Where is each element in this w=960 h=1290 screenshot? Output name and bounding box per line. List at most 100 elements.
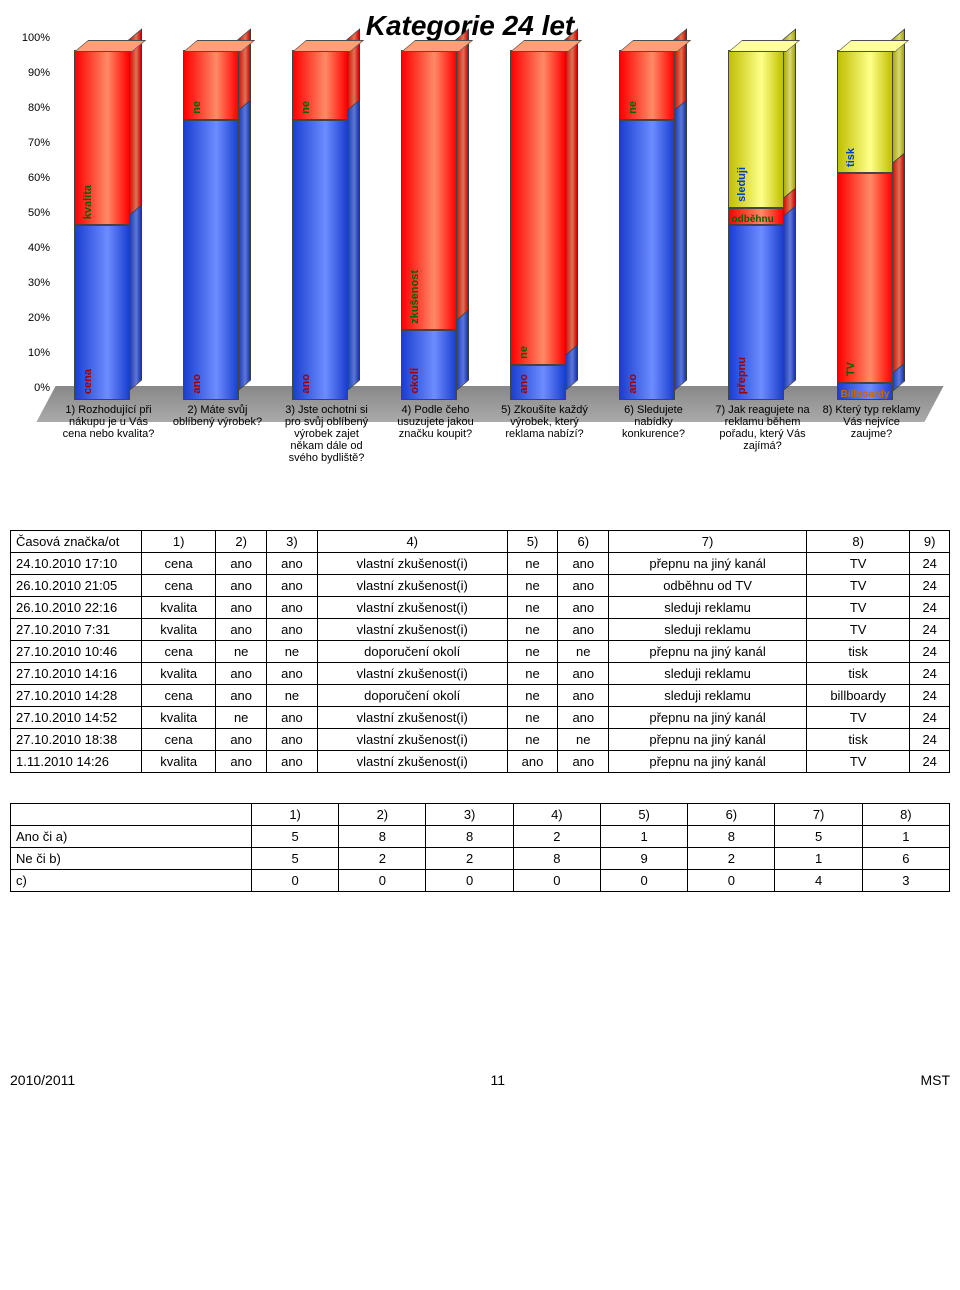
bar: ano ne xyxy=(619,50,689,400)
cell: vlastní zkušenost(i) xyxy=(317,619,507,641)
col-header: 8) xyxy=(862,804,949,826)
cell: 24 xyxy=(910,619,950,641)
bar-segment: ano xyxy=(183,120,239,400)
col-header: 6) xyxy=(688,804,775,826)
cell: 0 xyxy=(251,870,338,892)
data-table-2: 1)2)3)4)5)6)7)8)Ano či a)58821851Ne či b… xyxy=(10,803,950,892)
cell: vlastní zkušenost(i) xyxy=(317,707,507,729)
y-tick: 0% xyxy=(34,382,50,394)
cell: 1 xyxy=(862,826,949,848)
col-header: 6) xyxy=(558,531,609,553)
table-row: Ano či a)58821851 xyxy=(11,826,950,848)
bar-segment: tisk xyxy=(837,50,893,173)
cell: 27.10.2010 10:46 xyxy=(11,641,142,663)
footer-right: MST xyxy=(920,1072,950,1088)
cell: 1.11.2010 14:26 xyxy=(11,751,142,773)
col-header: 3) xyxy=(267,531,318,553)
cell: 24 xyxy=(910,729,950,751)
cell: 24 xyxy=(910,663,950,685)
cell: ne xyxy=(267,685,318,707)
cell: c) xyxy=(11,870,252,892)
col-header: 7) xyxy=(775,804,862,826)
cell: 4 xyxy=(775,870,862,892)
x-axis-label: 8) Který typ reklamy Vás nejvíce zaujme? xyxy=(822,404,922,490)
cell: ano xyxy=(558,575,609,597)
cell: 2 xyxy=(426,848,513,870)
footer-left: 2010/2011 xyxy=(10,1072,75,1088)
x-axis-label: 5) Zkoušíte každý výrobek, který reklama… xyxy=(495,404,595,490)
col-header: 1) xyxy=(251,804,338,826)
cell: ano xyxy=(558,663,609,685)
cell: kvalita xyxy=(142,751,216,773)
col-header: 4) xyxy=(513,804,600,826)
segment-label: ne xyxy=(518,346,530,359)
table-row: 27.10.2010 18:38cenaanoanovlastní zkušen… xyxy=(11,729,950,751)
cell: ano xyxy=(216,663,267,685)
segment-label: ne xyxy=(300,101,312,114)
x-axis-label: 2) Máte svůj oblíbený výrobek? xyxy=(168,404,268,490)
cell: 2 xyxy=(339,848,426,870)
cell: 8 xyxy=(513,848,600,870)
cell: ne xyxy=(558,729,609,751)
cell: ano xyxy=(267,575,318,597)
segment-label: ano xyxy=(627,374,639,394)
cell: přepnu na jiný kanál xyxy=(609,751,807,773)
y-tick: 40% xyxy=(28,242,50,254)
cell: tisk xyxy=(806,729,909,751)
segment-label: ano xyxy=(518,374,530,394)
bar: ano ne xyxy=(510,50,580,400)
cell: ne xyxy=(507,597,558,619)
bar-segment: TV xyxy=(837,173,893,383)
table-row: 26.10.2010 21:05cenaanoanovlastní zkušen… xyxy=(11,575,950,597)
cell: ano xyxy=(267,553,318,575)
cell: ano xyxy=(267,619,318,641)
cell: 8 xyxy=(688,826,775,848)
cell: ano xyxy=(558,707,609,729)
segment-label: Billboardy xyxy=(841,389,890,400)
x-axis-label: 6) Sledujete nabídky konkurence? xyxy=(604,404,704,490)
bar-segment: zkušenost xyxy=(401,50,457,330)
cell: sleduji reklamu xyxy=(609,619,807,641)
table-row: 24.10.2010 17:10cenaanoanovlastní zkušen… xyxy=(11,553,950,575)
cell: 8 xyxy=(339,826,426,848)
bar-segment: cena xyxy=(74,225,130,400)
cell: TV xyxy=(806,707,909,729)
col-header: 2) xyxy=(216,531,267,553)
cell: ano xyxy=(507,751,558,773)
col-header xyxy=(11,804,252,826)
col-header: 9) xyxy=(910,531,950,553)
cell: 27.10.2010 7:31 xyxy=(11,619,142,641)
cell: přepnu na jiný kanál xyxy=(609,729,807,751)
segment-label: kvalita xyxy=(82,185,94,219)
cell: ano xyxy=(558,751,609,773)
cell: 24 xyxy=(910,553,950,575)
segment-label: zkušenost xyxy=(409,270,421,324)
bar-segment: odběhnu xyxy=(728,208,784,226)
table-row: 27.10.2010 10:46cenanenedoporučení okolí… xyxy=(11,641,950,663)
cell: 3 xyxy=(862,870,949,892)
cell: sleduji reklamu xyxy=(609,663,807,685)
table-row: Ne či b)52289216 xyxy=(11,848,950,870)
cell: tisk xyxy=(806,663,909,685)
cell: ano xyxy=(558,685,609,707)
segment-label: ne xyxy=(627,101,639,114)
table-row: 27.10.2010 14:52kvalitaneanovlastní zkuš… xyxy=(11,707,950,729)
segment-label: cena xyxy=(82,369,94,394)
col-header: 5) xyxy=(600,804,687,826)
cell: 24.10.2010 17:10 xyxy=(11,553,142,575)
cell: ne xyxy=(507,619,558,641)
cell: 0 xyxy=(513,870,600,892)
y-tick: 30% xyxy=(28,277,50,289)
bar-segment: ne xyxy=(292,50,348,120)
segment-label: ne xyxy=(191,101,203,114)
segment-label: TV xyxy=(845,362,857,376)
cell: 24 xyxy=(910,707,950,729)
cell: kvalita xyxy=(142,707,216,729)
col-header: 1) xyxy=(142,531,216,553)
data-table-1: Časová značka/ot1)2)3)4)5)6)7)8)9)24.10.… xyxy=(10,530,950,773)
cell: vlastní zkušenost(i) xyxy=(317,663,507,685)
cell: vlastní zkušenost(i) xyxy=(317,597,507,619)
cell: 0 xyxy=(600,870,687,892)
cell: 24 xyxy=(910,597,950,619)
col-header: 3) xyxy=(426,804,513,826)
